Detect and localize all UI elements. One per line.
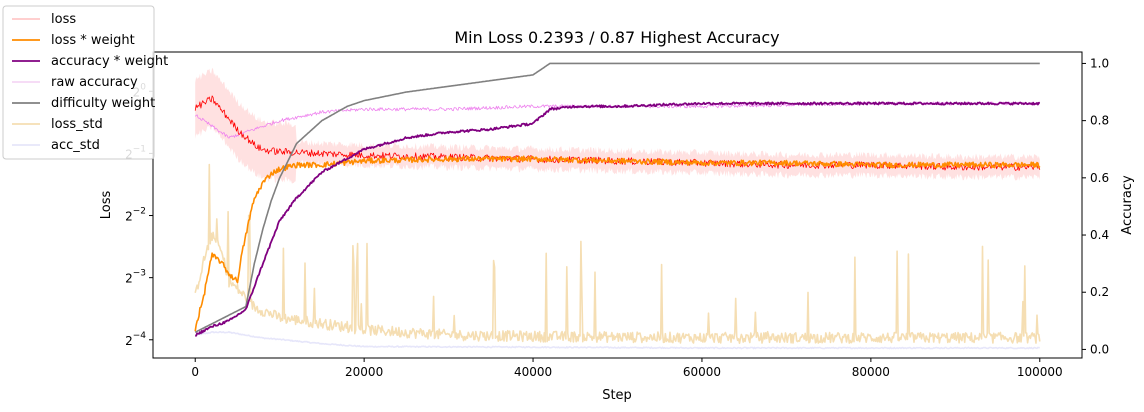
series-line-loss-weight bbox=[194, 155, 1041, 332]
y-right-tick-label-3: 0.6 bbox=[1090, 171, 1109, 185]
x-tick-label-3: 60000 bbox=[683, 365, 721, 379]
legend-label-4: difficulty weight bbox=[51, 96, 155, 111]
series-line-accuracy-weight bbox=[195, 101, 1040, 337]
legend-label-5: loss_std bbox=[51, 117, 103, 132]
y-left-tick-label-2: 2−2 bbox=[125, 207, 146, 224]
plot-frame bbox=[152, 51, 1083, 359]
y-axis-right-label: Accuracy bbox=[1120, 175, 1135, 235]
x-tick-label-1: 20000 bbox=[345, 365, 383, 379]
series-line-difficulty-weight bbox=[194, 62, 1040, 334]
y-left-tick-label-3: 2−3 bbox=[125, 269, 146, 286]
series-line-acc-std bbox=[194, 330, 1040, 350]
x-tick-label-2: 40000 bbox=[514, 365, 552, 379]
series-lines bbox=[194, 62, 1041, 350]
y-right-tick-label-0: 0.0 bbox=[1090, 342, 1109, 356]
x-tick-label-4: 80000 bbox=[852, 365, 890, 379]
y-left-tick-label-4: 2−4 bbox=[125, 331, 146, 348]
y-right-tick-label-1: 0.2 bbox=[1090, 285, 1109, 299]
y-axis-left-label: Loss bbox=[99, 191, 114, 220]
legend: loss loss * weight accuracy * weight raw ac… bbox=[2, 5, 168, 160]
legend-label-6: acc_std bbox=[51, 138, 100, 153]
x-tick-label-5: 100000 bbox=[1017, 365, 1063, 379]
legend-label-0: loss bbox=[51, 12, 76, 27]
y-axis-right: 0.0 0.2 0.4 0.6 0.8 1.0 bbox=[1082, 56, 1109, 356]
y-right-tick-label-5: 1.0 bbox=[1090, 56, 1109, 70]
series-line-raw-accuracy bbox=[194, 101, 1041, 139]
series-line-loss-std bbox=[194, 163, 1041, 344]
x-axis-label: Step bbox=[602, 388, 632, 403]
legend-box bbox=[2, 5, 155, 160]
legend-label-1: loss * weight bbox=[51, 33, 135, 48]
x-axis: 0 20000 40000 60000 80000 100000 bbox=[191, 358, 1063, 379]
x-tick-label-0: 0 bbox=[191, 365, 199, 379]
y-right-tick-label-4: 0.8 bbox=[1090, 114, 1109, 128]
legend-label-3: raw accuracy bbox=[51, 75, 138, 90]
chart-title: Min Loss 0.2393 / 0.87 Highest Accuracy bbox=[454, 28, 779, 47]
legend-label-2: accuracy * weight bbox=[51, 54, 168, 69]
y-right-tick-label-2: 0.4 bbox=[1090, 228, 1109, 242]
